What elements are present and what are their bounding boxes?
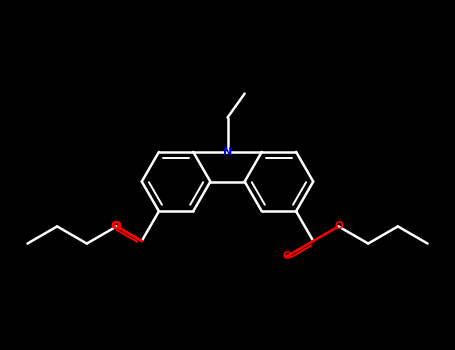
Text: O: O [282,251,291,261]
Text: O: O [111,220,119,231]
Text: N: N [223,147,232,157]
Text: O: O [334,222,343,231]
Text: O: O [112,222,121,231]
